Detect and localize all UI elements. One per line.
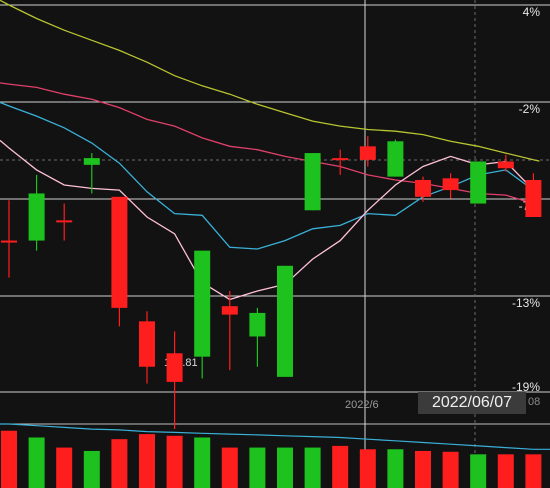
volume-bar-9 xyxy=(249,447,266,488)
volume-moving-average xyxy=(0,423,550,450)
candle-body-3 xyxy=(83,158,100,165)
volume-bars xyxy=(0,423,550,488)
line-ma60 xyxy=(0,0,540,162)
axis-label-4pct: 4% xyxy=(523,5,541,19)
volume-bar-11 xyxy=(304,447,321,488)
candle-body-11 xyxy=(304,153,321,211)
candle-body-1 xyxy=(28,193,45,241)
month-label: 2022/6 xyxy=(345,399,379,411)
volume-bar-18 xyxy=(497,454,514,488)
volume-bar-10 xyxy=(277,447,293,488)
candle-body-19 xyxy=(525,179,542,218)
line-ma20 xyxy=(0,82,540,206)
volume-bar-2 xyxy=(56,447,73,488)
crosshair-date-label: 2022/06/07 xyxy=(418,392,526,414)
candle-body-8 xyxy=(221,306,238,315)
candle-body-13 xyxy=(359,146,376,160)
candle-body-12 xyxy=(332,158,349,161)
candle-body-10 xyxy=(277,265,293,377)
axis-label-neg2pct: -2% xyxy=(519,102,541,116)
candle-body-6 xyxy=(166,353,183,382)
candle-body-18 xyxy=(497,161,514,169)
line-ma5 xyxy=(0,139,540,301)
candle-body-5 xyxy=(139,321,155,367)
volume-bar-1 xyxy=(28,437,45,488)
candle-body-4 xyxy=(111,196,128,308)
candle-body-17 xyxy=(470,161,487,204)
candle-body-0 xyxy=(1,240,17,243)
volume-bar-13 xyxy=(359,449,376,488)
candle-body-2 xyxy=(56,220,73,223)
candles xyxy=(1,136,542,430)
volume-bar-19 xyxy=(525,454,542,488)
volume-bar-17 xyxy=(470,454,487,488)
axis-label-neg13pct: -13% xyxy=(512,296,540,310)
axis-label-neg19pct: -19% xyxy=(512,380,540,394)
volume-bar-7 xyxy=(194,437,211,488)
volume-bar-4 xyxy=(111,439,128,488)
candle-body-16 xyxy=(442,178,459,191)
line-ma10 xyxy=(0,101,540,250)
volume-bar-0 xyxy=(1,430,17,488)
candle-body-15 xyxy=(415,179,431,197)
volume-bar-5 xyxy=(139,434,155,488)
volume-bar-8 xyxy=(221,447,238,488)
volume-bar-3 xyxy=(83,450,100,488)
volume-bar-12 xyxy=(332,445,349,488)
volume-bar-14 xyxy=(387,449,404,488)
candle-body-7 xyxy=(194,250,211,357)
candle-body-9 xyxy=(249,312,266,337)
volume-bar-16 xyxy=(442,451,459,488)
volume-bar-15 xyxy=(415,450,431,488)
moving-average-lines xyxy=(0,0,540,301)
volume-bar-6 xyxy=(166,435,183,488)
crosshair-date-tail: 08 xyxy=(528,396,541,408)
candle-body-14 xyxy=(387,141,404,177)
